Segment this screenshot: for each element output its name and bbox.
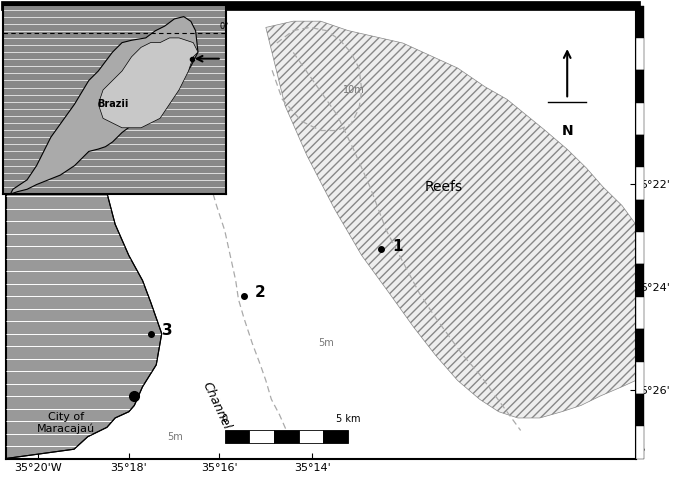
Polygon shape [5, 6, 162, 458]
Bar [635, 362, 644, 394]
Bar [249, 431, 274, 443]
Bar [635, 264, 644, 297]
Bar [635, 426, 644, 458]
Bar [299, 431, 323, 443]
Text: Reefs: Reefs [425, 180, 463, 194]
Text: S: S [637, 444, 644, 454]
Bar [635, 329, 644, 362]
Text: 5m: 5m [168, 432, 183, 442]
Bar [635, 70, 644, 103]
Text: 1: 1 [392, 239, 402, 253]
Text: 3: 3 [162, 323, 172, 338]
Text: 0: 0 [222, 414, 228, 424]
Bar [224, 431, 249, 443]
Bar [635, 297, 644, 329]
Bar [635, 200, 644, 232]
Bar [635, 135, 644, 167]
Polygon shape [98, 38, 198, 128]
Text: 10m: 10m [343, 85, 364, 95]
Polygon shape [266, 21, 635, 418]
Text: 5 km: 5 km [336, 414, 360, 424]
Bar [323, 431, 348, 443]
Text: N: N [561, 124, 573, 138]
Text: City of
Maracajaú: City of Maracajaú [37, 412, 95, 434]
Text: 5m: 5m [318, 338, 334, 348]
Bar [274, 431, 299, 443]
Text: Brazii: Brazii [97, 99, 128, 109]
Bar [635, 232, 644, 264]
Polygon shape [11, 17, 198, 194]
Bar [635, 394, 644, 426]
Bar [635, 167, 644, 200]
Bar [635, 38, 644, 70]
Polygon shape [0, 5, 3, 194]
Text: 0°: 0° [219, 23, 228, 32]
Text: 2: 2 [255, 285, 266, 300]
Text: Channel: Channel [200, 379, 233, 432]
Bar [635, 103, 644, 135]
Bar [635, 6, 644, 38]
